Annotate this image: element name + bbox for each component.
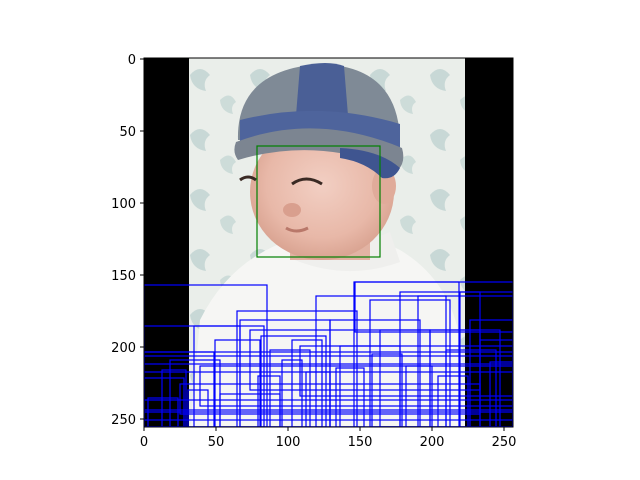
blue-box [335, 367, 365, 427]
blue-box [437, 375, 469, 427]
x-tick-label: 150 [348, 435, 373, 450]
blue-box [269, 349, 311, 427]
blue-box [371, 353, 403, 427]
blue-box [417, 295, 513, 427]
blue-box [187, 389, 209, 427]
blue-box [144, 411, 513, 421]
blue-box [445, 349, 497, 427]
blue-box [281, 359, 303, 427]
blue-box [144, 377, 185, 427]
x-axis [143, 427, 505, 431]
x-tick-label: 0 [140, 435, 148, 450]
y-tick-label: 100 [111, 197, 136, 212]
y-tick-label: 50 [119, 125, 136, 140]
green-face-box [256, 145, 381, 258]
blue-box [489, 361, 513, 427]
blue-box-group [144, 281, 513, 427]
baby-photo [189, 58, 465, 427]
axes-frame [143, 57, 514, 428]
blue-box [257, 375, 281, 427]
y-axis [140, 58, 144, 420]
y-tick-label: 150 [111, 269, 136, 284]
y-tick-label: 200 [111, 341, 136, 356]
blue-box [469, 319, 513, 427]
x-tick-label: 200 [420, 435, 445, 450]
blue-box [354, 281, 513, 333]
blue-box [405, 365, 433, 427]
blue-box [199, 365, 513, 407]
blue-box [459, 291, 513, 427]
blue-box [161, 369, 187, 427]
blue-box [144, 355, 513, 365]
blue-box [305, 371, 331, 427]
y-tick-label: 0 [128, 53, 136, 68]
x-tick-label: 50 [208, 435, 225, 450]
x-tick-label: 250 [492, 435, 517, 450]
knitted-cap [234, 63, 404, 179]
blue-box [236, 310, 358, 427]
blue-box [144, 399, 513, 411]
y-tick-label: 250 [111, 413, 136, 428]
blue-box [249, 329, 481, 391]
x-tick-label: 100 [276, 435, 301, 450]
blue-box [260, 335, 327, 427]
